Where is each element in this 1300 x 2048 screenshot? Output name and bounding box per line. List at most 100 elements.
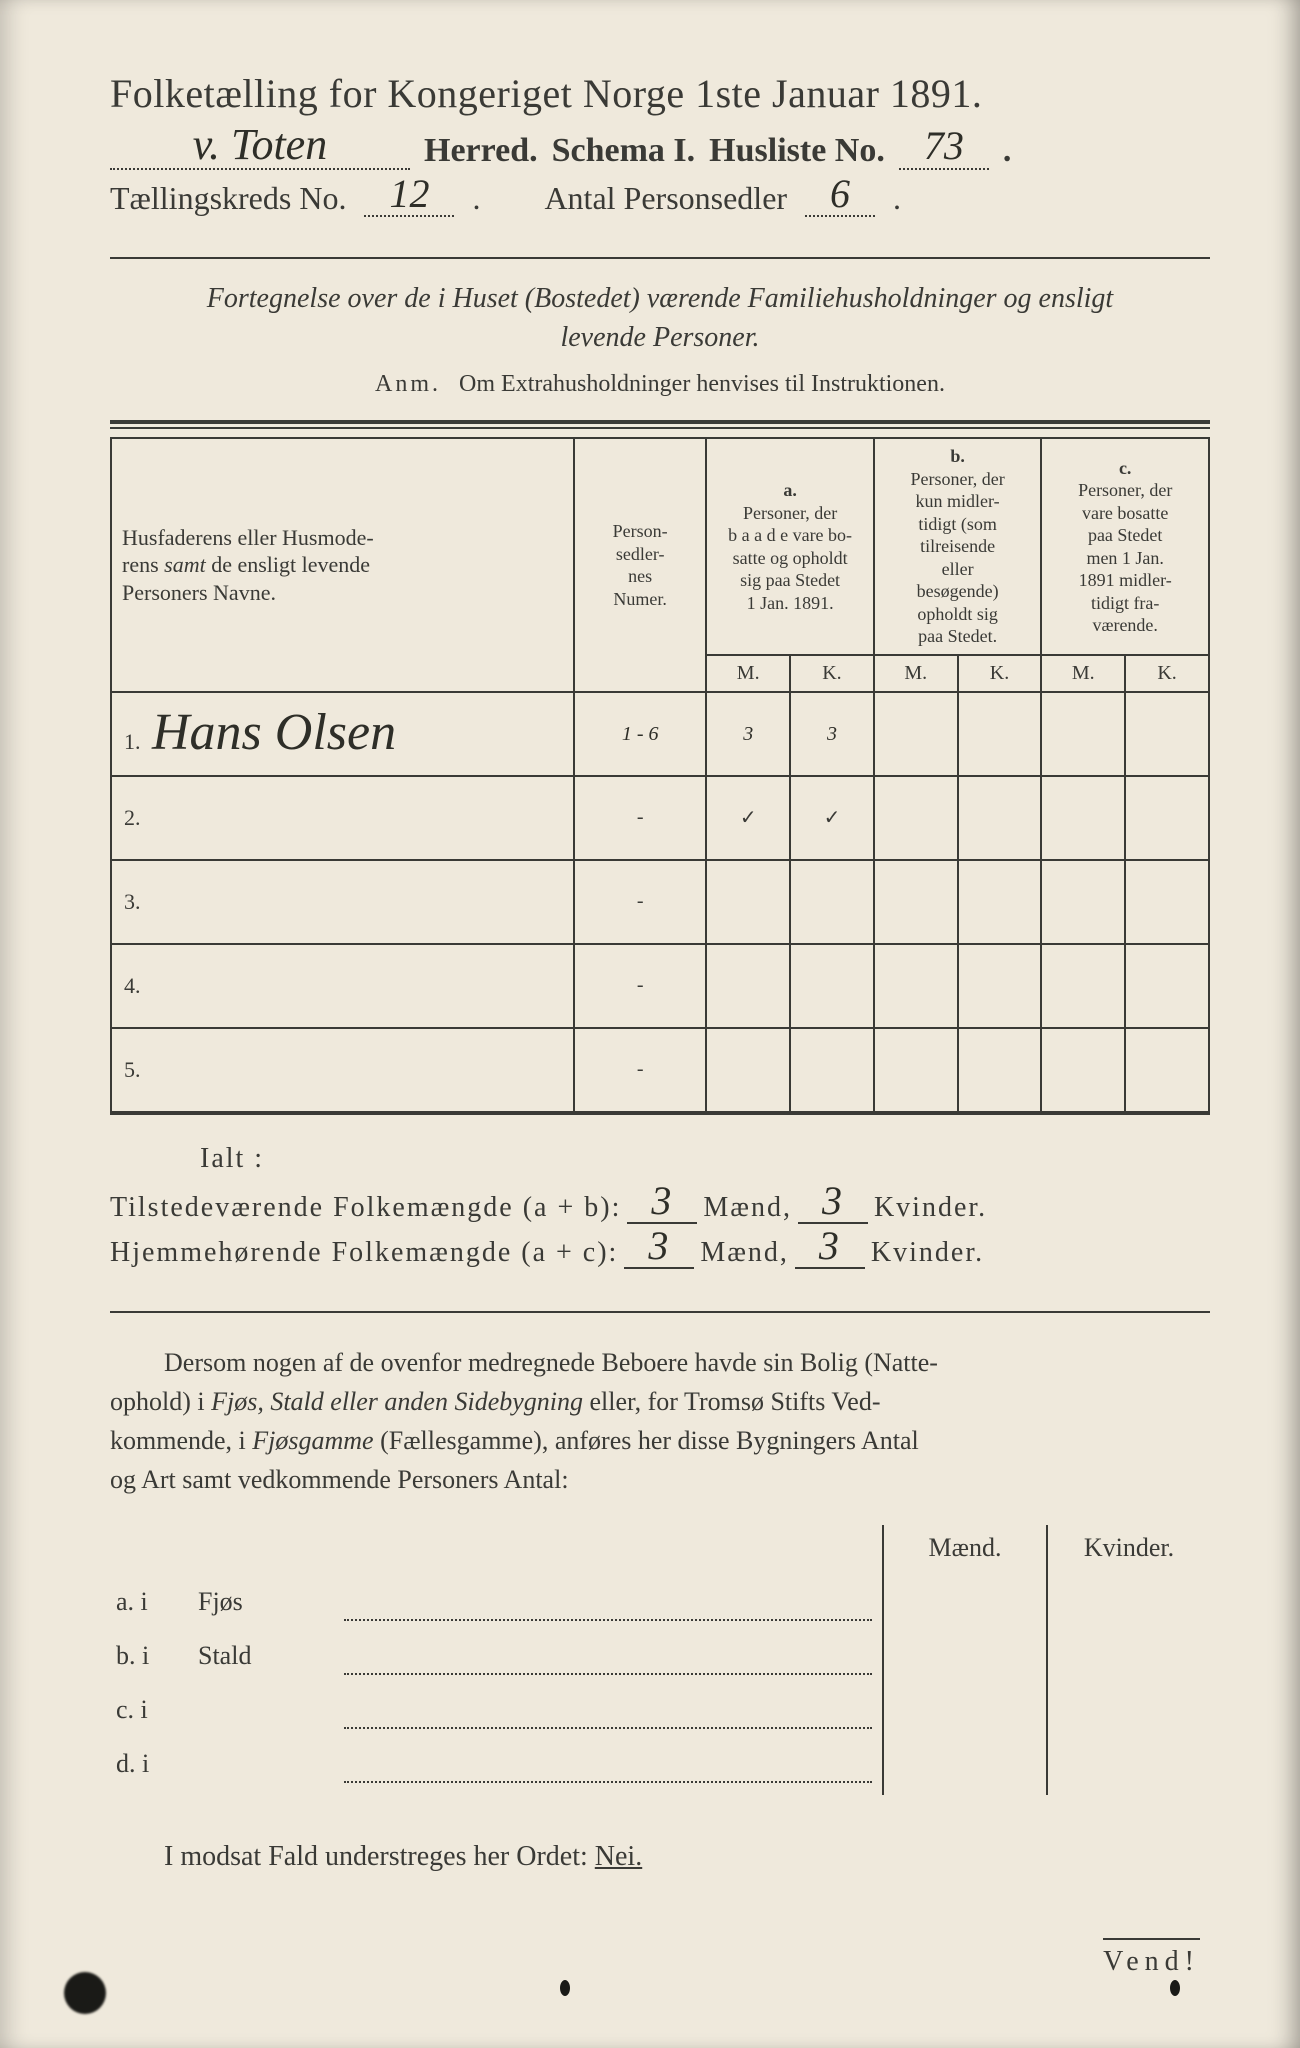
- row-num: 3.: [124, 889, 152, 915]
- cell: [706, 944, 790, 1028]
- sb-val-k: [1047, 1741, 1210, 1795]
- sb-val-m: [883, 1741, 1047, 1795]
- sb-hdr-k: Kvinder.: [1047, 1525, 1210, 1579]
- cell: [874, 860, 958, 944]
- total-row-1: Tilstedeværende Folkemængde (a + b): 3 M…: [110, 1185, 1210, 1224]
- col-c-top: c.: [1119, 458, 1132, 478]
- subtitle-line1: Fortegnelse over de i Huset (Bostedet) v…: [207, 283, 1113, 314]
- row-name: Hans Olsen: [152, 704, 396, 761]
- rule-thick: [110, 420, 1210, 424]
- census-table: Husfaderens eller Husmode-rens samt de e…: [110, 437, 1210, 1115]
- cell: [958, 776, 1042, 860]
- cell: [958, 692, 1042, 776]
- husliste-label: Husliste No.: [709, 132, 885, 170]
- col-b-top: b.: [950, 446, 965, 466]
- antal-label: Antal Personsedler: [544, 180, 787, 217]
- husliste-no: 73: [924, 123, 964, 168]
- col-a-m: M.: [706, 655, 790, 692]
- anm-line: Anm. Om Extrahusholdninger henvises til …: [110, 371, 1210, 398]
- mid-rule: [110, 1311, 1210, 1313]
- row-num: 4.: [124, 973, 152, 999]
- header-row-2: v. Toten Herred. Schema I. Husliste No. …: [110, 127, 1210, 170]
- schema-label: Schema I.: [552, 132, 696, 170]
- table-row: 5. -: [111, 1028, 1209, 1113]
- cell: [874, 692, 958, 776]
- col-b-header: b. Personer, derkun midler-tidigt (somti…: [874, 438, 1042, 655]
- sb-row: c. i: [110, 1687, 1210, 1741]
- row-num: 2.: [124, 805, 152, 831]
- sb-val-k: [1047, 1633, 1210, 1687]
- col-a-header: a. Personer, derb a a d e vare bo-satte …: [706, 438, 874, 655]
- modsat-line: I modsat Fald understreges her Ordet: Ne…: [110, 1841, 1210, 1873]
- total2-k: 3: [819, 1223, 841, 1268]
- sb-dots: [344, 1687, 883, 1741]
- antal-no: 6: [830, 171, 850, 216]
- cell: [1125, 944, 1209, 1028]
- sb-val-k: [1047, 1687, 1210, 1741]
- col-c-header: c. Personer, dervare bosattepaa Stedetme…: [1041, 438, 1209, 655]
- sb-val-m: [883, 1579, 1047, 1633]
- subtitle: Fortegnelse over de i Huset (Bostedet) v…: [110, 279, 1210, 357]
- col-c-m: M.: [1041, 655, 1125, 692]
- sb-dots: [344, 1741, 883, 1795]
- rule-thin: [110, 427, 1210, 429]
- cell: [1125, 1028, 1209, 1113]
- cell: [1041, 1028, 1125, 1113]
- cell: ✓: [790, 776, 874, 860]
- sb-kind: Fjøs: [192, 1579, 344, 1633]
- cell: [790, 1028, 874, 1113]
- anm-text: Om Extrahusholdninger henvises til Instr…: [459, 371, 945, 397]
- ialt-label: Ialt :: [200, 1143, 1210, 1175]
- cell: [1125, 776, 1209, 860]
- cell: [1041, 692, 1125, 776]
- sb-row: b. i Stald: [110, 1633, 1210, 1687]
- cell: [958, 944, 1042, 1028]
- cell: [790, 944, 874, 1028]
- sb-val-m: [883, 1687, 1047, 1741]
- row-sedler: -: [574, 944, 706, 1028]
- table-row: 2. - ✓ ✓: [111, 776, 1209, 860]
- herred-label: Herred.: [424, 132, 538, 170]
- census-table-body: 1.Hans Olsen 1 - 6 3 3 2. - ✓ ✓ 3.: [111, 692, 1209, 1113]
- sb-row: a. i Fjøs: [110, 1579, 1210, 1633]
- col-num-header: Person-sedler-nesNumer.: [574, 438, 706, 692]
- cell: [1041, 776, 1125, 860]
- cell: [706, 1028, 790, 1113]
- cell: [874, 776, 958, 860]
- kvinder-label: Kvinder.: [871, 1237, 984, 1269]
- total2-label: Hjemmehørende Folkemængde (a + c):: [110, 1237, 618, 1269]
- total1-k: 3: [822, 1178, 844, 1223]
- col-b-k: K.: [958, 655, 1042, 692]
- cell: [1125, 860, 1209, 944]
- ink-blot: [64, 1972, 106, 2014]
- table-row: 4. -: [111, 944, 1209, 1028]
- col-b-m: M.: [874, 655, 958, 692]
- sb-dots: [344, 1579, 883, 1633]
- sb-row: d. i: [110, 1741, 1210, 1795]
- cell: [1041, 944, 1125, 1028]
- sb-dots: [344, 1633, 883, 1687]
- kreds-label: Tællingskreds No.: [110, 180, 346, 217]
- row-sedler: -: [574, 1028, 706, 1113]
- col-a-k: K.: [790, 655, 874, 692]
- herred-handwritten: v. Toten: [193, 120, 327, 169]
- row-sedler: 1 - 6: [574, 692, 706, 776]
- sb-lab: a. i: [110, 1579, 192, 1633]
- side-building-table: Mænd. Kvinder. a. i Fjøs b. i Stald c. i…: [110, 1525, 1210, 1795]
- kreds-no: 12: [389, 171, 429, 216]
- ink-speck: [560, 1980, 570, 1996]
- row-num: 5.: [124, 1057, 152, 1083]
- page-title: Folketælling for Kongeriget Norge 1ste J…: [110, 70, 1210, 117]
- cell: [958, 860, 1042, 944]
- total1-m: 3: [651, 1178, 673, 1223]
- anm-lead: Anm.: [375, 371, 441, 397]
- table-row: 3. -: [111, 860, 1209, 944]
- ink-speck: [1170, 1980, 1180, 1996]
- sb-kind: [192, 1687, 344, 1741]
- cell: [1125, 692, 1209, 776]
- cell: [1041, 860, 1125, 944]
- sb-hdr-m: Mænd.: [883, 1525, 1047, 1579]
- col-a-top: a.: [783, 480, 797, 500]
- col-name-header: Husfaderens eller Husmode-rens samt de e…: [111, 438, 574, 692]
- modsat-nei: Nei.: [595, 1841, 642, 1872]
